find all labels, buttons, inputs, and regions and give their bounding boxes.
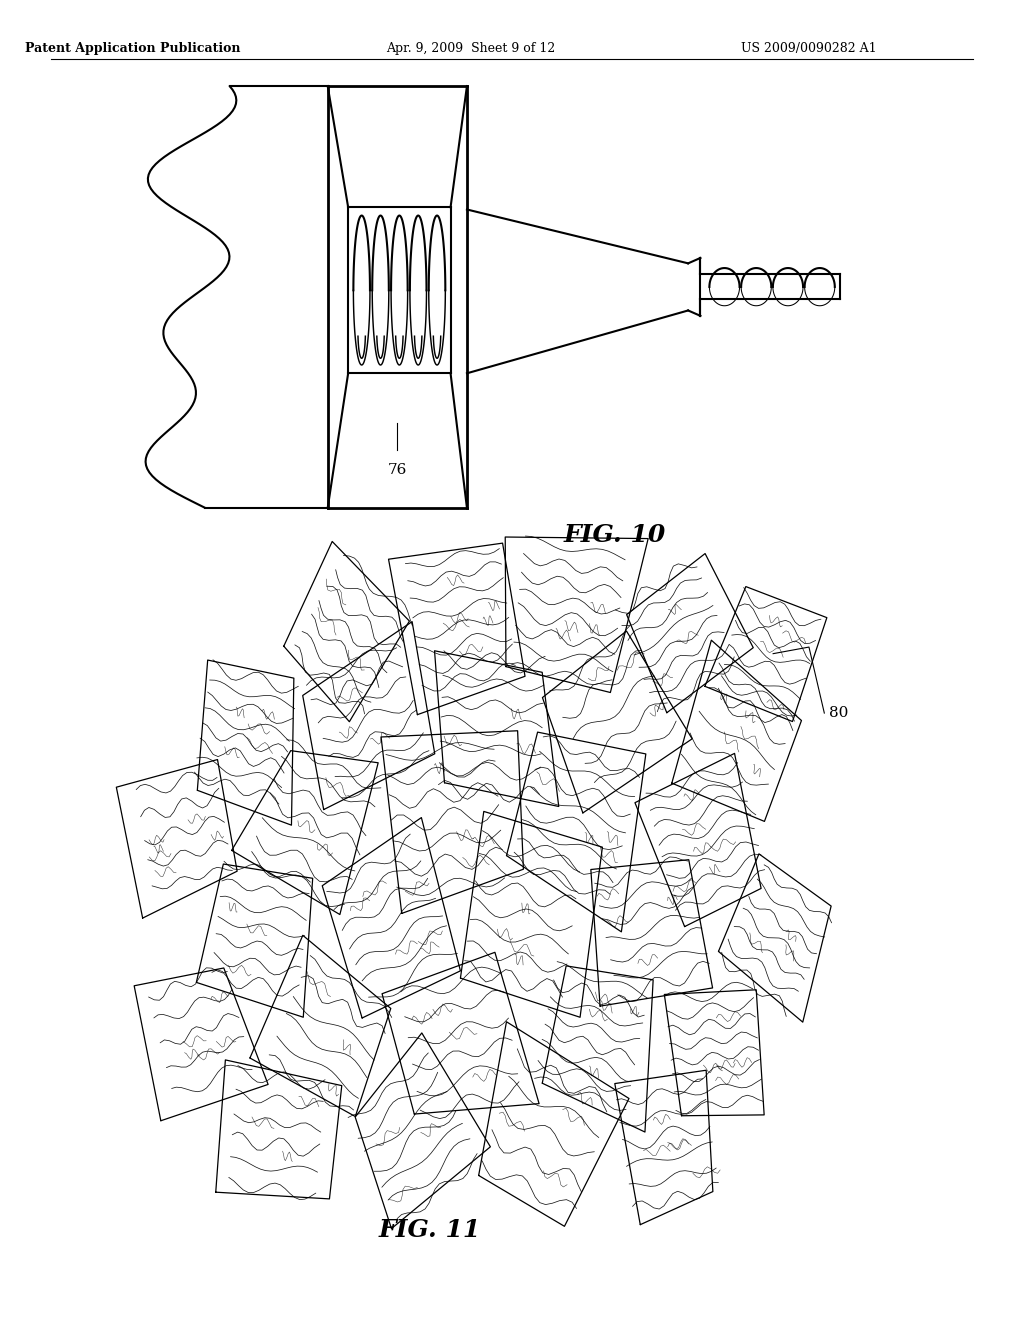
Text: 80: 80 bbox=[829, 706, 849, 721]
Text: US 2009/0090282 A1: US 2009/0090282 A1 bbox=[741, 42, 877, 55]
Text: FIG. 10: FIG. 10 bbox=[563, 523, 666, 546]
Text: 76: 76 bbox=[388, 463, 407, 477]
Text: Apr. 9, 2009  Sheet 9 of 12: Apr. 9, 2009 Sheet 9 of 12 bbox=[386, 42, 556, 55]
Text: Patent Application Publication: Patent Application Publication bbox=[26, 42, 241, 55]
Text: FIG. 11: FIG. 11 bbox=[379, 1218, 481, 1242]
